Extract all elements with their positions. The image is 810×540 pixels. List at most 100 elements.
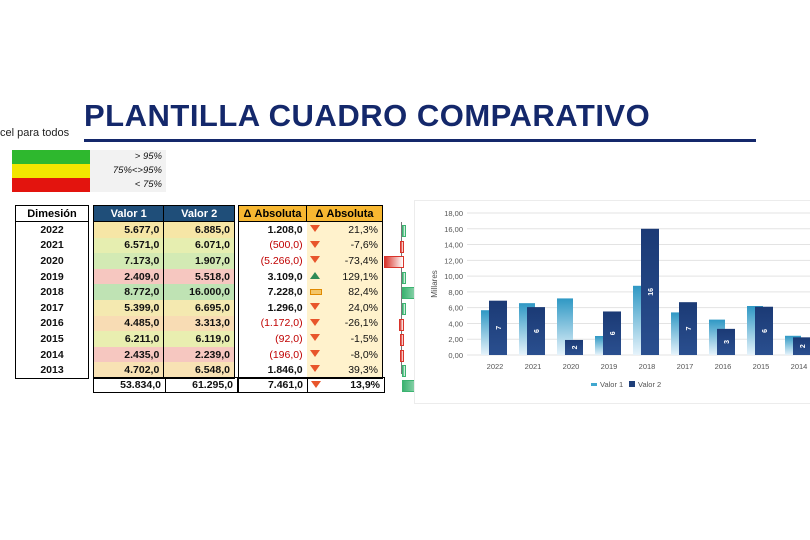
delta-percent-cell[interactable]: -8,0% [306, 346, 383, 363]
year-cell[interactable]: 2019 [15, 268, 89, 285]
data-bar-cell [398, 362, 434, 378]
valor-1-cell[interactable]: 5.399,0 [92, 299, 165, 316]
valor-1-cell[interactable]: 5.677,0 [92, 221, 165, 238]
delta-percent-cell[interactable]: -1,5% [306, 331, 383, 347]
delta-cell[interactable]: 7.228,0 [237, 284, 307, 300]
valor-2-cell[interactable]: 6.695,0 [163, 299, 235, 316]
header-dimension[interactable]: Dimesión [15, 205, 89, 222]
bar-valor-2 [679, 302, 697, 355]
trend-down-icon [309, 349, 320, 357]
data-bar [400, 240, 404, 253]
data-bar-cell [398, 300, 434, 316]
valor-1-cell[interactable]: 2.435,0 [92, 346, 165, 363]
table-row: 8.772,0 16.000,0 [92, 284, 235, 300]
delta-cell[interactable]: 1.296,0 [237, 299, 307, 316]
x-tick-label: 2017 [677, 362, 694, 371]
valor-2-cell[interactable]: 16.000,0 [163, 284, 235, 300]
valor-2-cell[interactable]: 5.518,0 [163, 268, 235, 285]
year-cell[interactable]: 2014 [15, 346, 89, 363]
year-cell[interactable]: 2015 [15, 331, 89, 347]
header-delta-absolute[interactable]: Δ Absoluta [237, 205, 308, 222]
year-cell[interactable]: 2018 [15, 284, 89, 300]
valor-2-cell[interactable]: 6.119,0 [163, 331, 235, 347]
delta-percent-cell[interactable]: 21,3% [306, 221, 383, 238]
year-cell[interactable]: 2017 [15, 299, 89, 316]
delta-cell[interactable]: (1.172,0) [237, 315, 307, 332]
valor-2-cell[interactable]: 1.907,0 [163, 253, 235, 269]
delta-percent-value: -73,4% [344, 254, 378, 267]
delta-percent-cell[interactable]: -7,6% [306, 237, 383, 254]
valor-2-cell[interactable]: 6.071,0 [163, 237, 235, 254]
trend-flat-icon [309, 289, 322, 296]
total-delta[interactable]: 7.461,0 [238, 377, 308, 393]
valor-1-cell[interactable]: 4.485,0 [92, 315, 165, 332]
delta-percent-cell[interactable]: -73,4% [306, 253, 383, 269]
legend-row: > 95% [12, 150, 166, 164]
valor-1-cell[interactable]: 6.211,0 [92, 331, 165, 347]
delta-cell[interactable]: (500,0) [237, 237, 307, 254]
table-row: 2.435,0 2.239,0 [92, 346, 235, 363]
header-valor-1[interactable]: Valor 1 [92, 205, 165, 222]
bar-valor-2 [603, 311, 621, 355]
header-delta-percent[interactable]: Δ Absoluta [306, 205, 383, 222]
year-cell[interactable]: 2016 [15, 315, 89, 332]
delta-cell[interactable]: (196,0) [237, 346, 307, 363]
bar-valor-2 [717, 328, 735, 355]
x-tick-label: 2022 [487, 362, 504, 371]
valor-2-cell[interactable]: 6.548,0 [163, 362, 235, 379]
legend-swatch [12, 178, 90, 192]
valor-2-cell[interactable]: 3.313,0 [163, 315, 235, 332]
x-tick-label: 2020 [563, 362, 580, 371]
legend-label: > 95% [90, 150, 166, 164]
data-bar-cell [398, 331, 434, 347]
dimension-table: Dimesión 2022 2021 2020 2019 2018 2017 2016 201… [15, 205, 89, 379]
delta-cell[interactable]: (5.266,0) [237, 253, 307, 269]
year-cell[interactable]: 2020 [15, 253, 89, 269]
bar-data-label: 16 [648, 288, 655, 296]
valor-2-cell[interactable]: 6.885,0 [163, 221, 235, 238]
title-underline [84, 139, 756, 142]
delta-percent-value: -8,0% [350, 348, 378, 361]
header-valor-2[interactable]: Valor 2 [163, 205, 235, 222]
delta-percent-cell[interactable]: 82,4% [306, 284, 383, 300]
delta-percent-cell[interactable]: -26,1% [306, 315, 383, 332]
trend-down-icon [311, 381, 321, 388]
delta-percent-value: -26,1% [344, 317, 378, 330]
total-valor-1[interactable]: 53.834,0 [93, 377, 166, 393]
delta-percent-cell[interactable]: 39,3% [306, 362, 383, 379]
table-row: 5.399,0 6.695,0 [92, 299, 235, 316]
comparison-chart[interactable]: 0,00 2,00 4,00 6,00 8,00 10,00 12,00 14,00 16,00… [414, 200, 810, 404]
delta-percent-cell[interactable]: 24,0% [306, 299, 383, 316]
delta-cell[interactable]: 3.109,0 [237, 268, 307, 285]
table-row: 2.409,0 5.518,0 [92, 268, 235, 285]
delta-cell[interactable]: 1.208,0 [237, 221, 307, 238]
valor-1-cell[interactable]: 7.173,0 [92, 253, 165, 269]
table-row: 2019 [15, 268, 89, 285]
table-row: 2020 [15, 253, 89, 269]
data-bar [400, 334, 404, 347]
table-row: 2021 [15, 237, 89, 254]
legend-row: 75%<>95% [12, 164, 166, 178]
delta-cell[interactable]: (92,0) [237, 331, 307, 347]
brand-text: cel para todos [0, 127, 70, 139]
bar-data-label: 6 [534, 329, 541, 333]
year-cell[interactable]: 2022 [15, 221, 89, 238]
trend-down-icon [309, 365, 320, 373]
table-row: 2016 [15, 315, 89, 332]
data-bar-cell [398, 347, 434, 363]
year-cell[interactable]: 2021 [15, 237, 89, 254]
valor-1-cell[interactable]: 8.772,0 [92, 284, 165, 300]
valor-2-cell[interactable]: 2.239,0 [163, 346, 235, 363]
table-row: 5.677,0 6.885,0 [92, 221, 235, 238]
delta-percent-value: 24,0% [348, 301, 378, 314]
data-bar-cell [384, 253, 434, 269]
total-delta-percent[interactable]: 13,9% [307, 377, 385, 393]
bar-data-label: 7 [686, 327, 693, 331]
legend-row: < 75% [12, 178, 166, 192]
valor-1-cell[interactable]: 6.571,0 [92, 237, 165, 254]
delta-percent-cell[interactable]: 129,1% [306, 268, 383, 285]
table-row: 2014 [15, 346, 89, 363]
total-valor-2[interactable]: 61.295,0 [165, 377, 238, 393]
year-cell[interactable]: 2013 [15, 362, 89, 379]
valor-1-cell[interactable]: 2.409,0 [92, 268, 165, 285]
